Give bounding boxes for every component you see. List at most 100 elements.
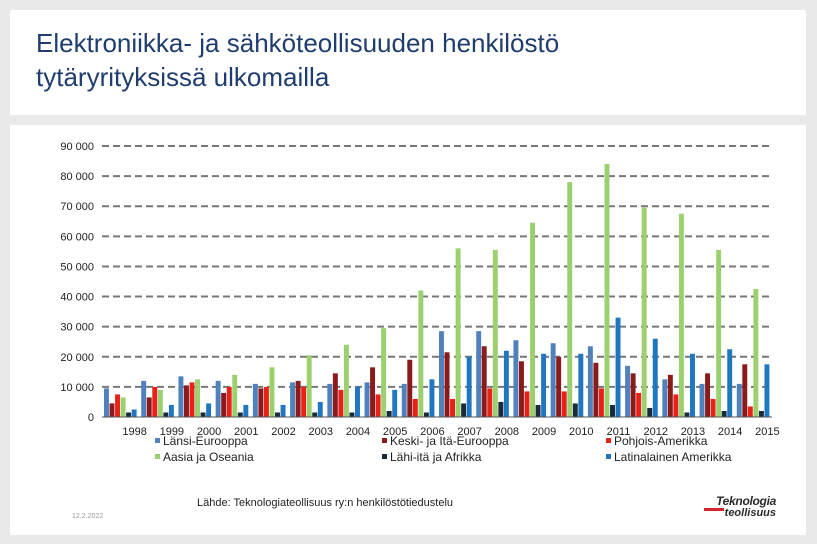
bar xyxy=(535,404,541,417)
bar xyxy=(742,364,748,417)
bar xyxy=(120,397,126,417)
bar xyxy=(662,379,668,417)
y-tick-label: 0 xyxy=(88,412,94,424)
bar xyxy=(716,249,722,417)
teknologiateollisuus-logo: Teknologia teollisuus xyxy=(688,494,798,522)
bar xyxy=(593,362,599,417)
bar-chart: 0 10 000 20 000 30 000 40 000 50 000 60 000 70 … xyxy=(60,141,779,464)
bar xyxy=(678,213,684,417)
bar xyxy=(518,361,524,417)
bar xyxy=(338,389,344,417)
bar xyxy=(598,388,604,417)
x-tick-label: 1998 xyxy=(122,426,146,438)
bar xyxy=(753,289,759,417)
bar xyxy=(513,340,519,417)
x-tick-label: 2002 xyxy=(271,426,295,438)
bar xyxy=(556,356,562,417)
bar xyxy=(524,391,530,417)
bar xyxy=(476,331,482,417)
bar xyxy=(673,394,679,417)
bar xyxy=(126,412,132,417)
bar xyxy=(183,385,189,417)
bar xyxy=(115,394,121,417)
bar xyxy=(243,404,249,417)
y-tick-label: 90 000 xyxy=(60,141,94,153)
bar xyxy=(615,317,621,417)
x-tick-label: 2013 xyxy=(681,426,705,438)
bar xyxy=(226,386,232,417)
x-tick-label: 2004 xyxy=(346,426,370,438)
y-tick-label: 20 000 xyxy=(60,352,94,364)
bar xyxy=(684,412,690,417)
bar xyxy=(561,391,567,417)
legend-label: Latinalainen Amerikka xyxy=(614,450,732,464)
bar xyxy=(625,365,631,417)
bar xyxy=(572,403,578,417)
bar xyxy=(275,412,280,417)
legend-label: Lähi-itä ja Afrikka xyxy=(390,450,482,464)
title-line-1: Elektroniikka- ja sähköteollisuuden henk… xyxy=(36,28,560,58)
grid-layer xyxy=(102,145,772,388)
bar xyxy=(487,388,493,417)
bar xyxy=(104,388,109,417)
logo-text-1: Teknologia xyxy=(716,494,776,508)
bar xyxy=(439,331,444,417)
bar xyxy=(206,403,212,417)
y-tick-label: 50 000 xyxy=(60,261,94,273)
title-line-2: tytäryrityksissä ulkomailla xyxy=(36,62,330,92)
bar xyxy=(237,412,243,417)
bar xyxy=(386,410,392,417)
bar xyxy=(364,382,370,417)
x-tick-label: 2009 xyxy=(532,426,556,438)
bar xyxy=(232,374,238,417)
bar xyxy=(258,388,264,417)
bar xyxy=(412,398,418,417)
bar xyxy=(541,353,547,417)
legend-label: Länsi-Eurooppa xyxy=(163,434,248,448)
bar xyxy=(721,410,727,417)
x-tick-label: 2015 xyxy=(755,426,779,438)
x-axis-ticks: 1998 1999 2000 2001 2002 2003 2004 2005 2006 2007… xyxy=(122,426,779,438)
bar xyxy=(418,290,424,417)
bar xyxy=(370,367,376,417)
logo-mark xyxy=(704,508,724,511)
bar xyxy=(492,249,498,417)
bar xyxy=(280,404,286,417)
logo-text-2: teollisuus xyxy=(724,507,776,519)
legend-swatch xyxy=(606,438,611,443)
bar xyxy=(423,412,429,417)
bar xyxy=(146,397,152,417)
title-box: Elektroniikka- ja sähköteollisuuden henk… xyxy=(10,10,806,115)
legend-swatch xyxy=(382,454,387,459)
bar xyxy=(157,389,163,417)
bar xyxy=(332,373,338,417)
x-tick-label: 2005 xyxy=(383,426,407,438)
x-tick-label: 2003 xyxy=(308,426,332,438)
legend-swatch xyxy=(382,438,387,443)
x-tick-label: 2012 xyxy=(643,426,667,438)
bar xyxy=(587,346,593,417)
bar xyxy=(652,338,658,417)
bar xyxy=(301,386,307,417)
bar xyxy=(530,222,535,417)
bar xyxy=(392,389,398,417)
bar xyxy=(690,353,695,417)
bar xyxy=(444,352,450,417)
bar xyxy=(710,398,716,417)
y-tick-label: 80 000 xyxy=(60,171,94,183)
bar xyxy=(450,398,456,417)
bar xyxy=(498,401,504,417)
legend: Länsi-Eurooppa Keski- ja Itä-Eurooppa Pohj… xyxy=(155,434,732,464)
x-tick-label: 1999 xyxy=(160,426,184,438)
bar xyxy=(355,386,360,417)
bar-layer xyxy=(104,164,770,417)
y-axis-ticks: 0 10 000 20 000 30 000 40 000 50 000 60 000 70 … xyxy=(60,141,94,424)
bar xyxy=(349,412,355,417)
source-note: Lähde: Teknologiateollisuus ry:n henkilö… xyxy=(197,497,454,509)
bar xyxy=(163,412,169,417)
y-tick-label: 10 000 xyxy=(60,382,94,394)
bar xyxy=(252,383,258,417)
y-tick-label: 40 000 xyxy=(60,292,94,304)
y-tick-label: 70 000 xyxy=(60,201,94,213)
bar xyxy=(178,376,184,417)
